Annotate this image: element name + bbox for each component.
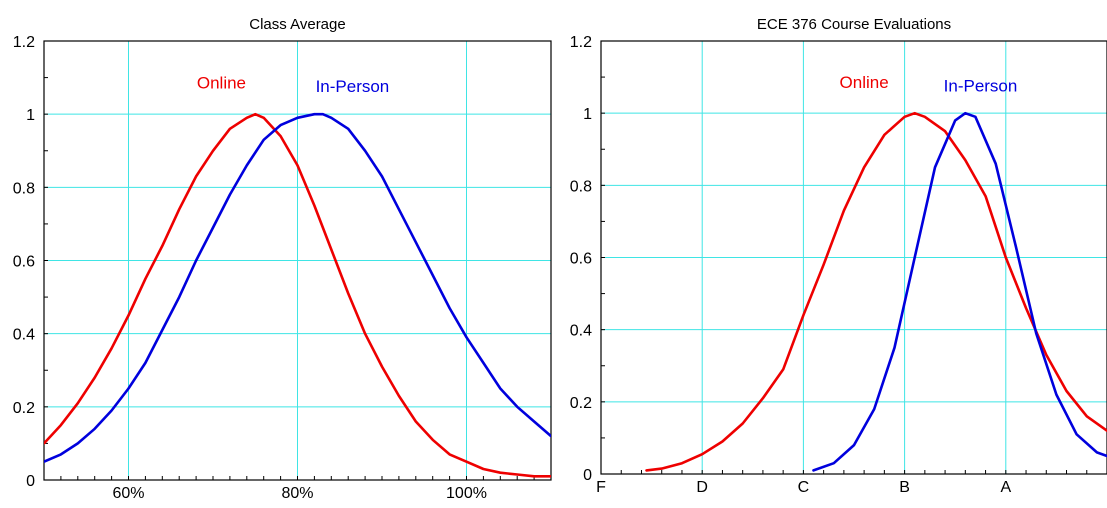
y-tick-label: 0.2 (13, 400, 35, 417)
y-tick-label: 0.4 (13, 327, 35, 344)
series-annotation: In-Person (944, 77, 1018, 96)
y-tick-label: 0 (583, 467, 592, 484)
series-line-in-person (44, 112, 551, 464)
y-tick-label: 1.2 (13, 34, 35, 51)
series-annotation: Online (197, 74, 246, 93)
series-line-in-person (812, 111, 1107, 472)
chart-title: Class Average (249, 16, 345, 33)
chart-title: ECE 376 Course Evaluations (757, 16, 951, 33)
x-tick-label: 100% (446, 485, 487, 502)
series-annotation: Online (840, 73, 889, 92)
x-tick-label: C (798, 479, 810, 496)
y-tick-label: 1.2 (570, 34, 592, 51)
y-tick-label: 0 (26, 473, 35, 490)
plot-frame (43, 40, 552, 481)
x-tick-label: F (596, 479, 606, 496)
chart-panel-2: F D C B A 0 0.2 0.4 0.6 0.8 1 1.2 ECE 376 Course Eva… (570, 16, 1107, 496)
series-annotation: In-Person (316, 77, 390, 96)
y-tick-label: 1 (26, 107, 35, 124)
y-tick-label: 0.6 (570, 251, 592, 268)
y-tick-label: 0.4 (570, 323, 592, 340)
y-tick-label: 1 (583, 106, 592, 123)
x-tick-label: A (1000, 479, 1011, 496)
x-tick-label: 60% (112, 485, 144, 502)
series-line-online (645, 111, 1107, 472)
x-tick-label: B (899, 479, 910, 496)
chart-panel-1: 60% 80% 100% 0 0.2 0.4 0.6 0.8 1 1.2 Class Average… (13, 16, 552, 502)
y-tick-label: 0.2 (570, 395, 592, 412)
series-line-online (44, 112, 551, 478)
plot-frame (600, 40, 1107, 475)
y-tick-label: 0.8 (570, 178, 592, 195)
x-tick-label: 80% (281, 485, 313, 502)
x-tick-label: D (696, 479, 708, 496)
y-tick-label: 0.6 (13, 254, 35, 271)
y-tick-label: 0.8 (13, 180, 35, 197)
